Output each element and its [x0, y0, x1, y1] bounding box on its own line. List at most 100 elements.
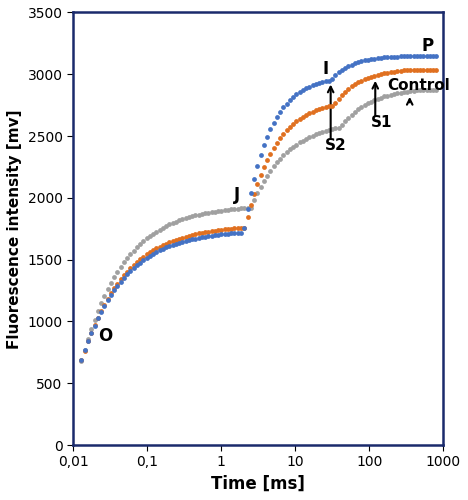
Point	[172, 240, 180, 248]
Point	[302, 84, 310, 92]
Point	[315, 106, 323, 114]
Point	[143, 254, 150, 262]
Point	[279, 152, 287, 160]
Point	[429, 66, 437, 74]
Point	[276, 108, 284, 116]
Point	[429, 52, 437, 60]
Point	[309, 108, 316, 116]
Point	[283, 126, 290, 134]
Point	[250, 174, 258, 182]
Point	[176, 234, 183, 242]
Point	[400, 88, 408, 96]
Point	[374, 54, 381, 62]
Point	[358, 57, 365, 65]
Point	[189, 212, 196, 220]
Point	[94, 308, 102, 316]
Point	[153, 228, 160, 235]
Point	[417, 66, 424, 74]
Point	[97, 300, 105, 308]
Point	[123, 254, 131, 262]
Point	[214, 226, 222, 234]
Point	[133, 243, 140, 251]
Point	[107, 279, 115, 287]
Point	[126, 267, 134, 275]
Point	[227, 230, 235, 237]
Point	[426, 52, 433, 60]
Point	[136, 258, 144, 266]
Point	[149, 230, 157, 237]
Point	[407, 52, 414, 60]
Point	[201, 210, 209, 218]
Point	[81, 346, 88, 354]
Point	[143, 250, 150, 258]
Point	[276, 134, 284, 142]
Point	[292, 90, 300, 98]
Point	[143, 234, 150, 242]
Point	[354, 58, 362, 66]
Point	[185, 236, 193, 244]
Point	[432, 52, 440, 60]
Point	[400, 52, 408, 60]
Point	[384, 92, 391, 100]
Point	[332, 124, 339, 132]
Point	[192, 212, 199, 220]
Point	[394, 52, 401, 60]
Point	[78, 358, 85, 366]
Point	[289, 93, 297, 101]
Point	[250, 196, 258, 204]
Point	[81, 346, 88, 354]
Point	[371, 72, 378, 80]
Point	[247, 189, 255, 197]
Point	[429, 86, 437, 94]
Point	[169, 241, 176, 249]
Point	[241, 224, 248, 232]
Point	[179, 234, 186, 241]
Point	[387, 53, 395, 61]
Point	[237, 204, 245, 212]
Point	[367, 98, 375, 106]
Point	[120, 274, 128, 282]
Point	[423, 66, 430, 74]
Point	[283, 100, 290, 108]
Point	[201, 228, 209, 236]
Point	[377, 70, 385, 78]
Point	[189, 231, 196, 239]
Point	[172, 218, 180, 226]
Point	[101, 302, 108, 310]
Point	[201, 232, 209, 240]
Point	[417, 86, 424, 94]
Point	[250, 190, 258, 198]
Point	[244, 204, 251, 212]
Point	[159, 224, 167, 232]
Point	[361, 101, 368, 109]
Point	[403, 88, 411, 96]
Point	[432, 86, 440, 94]
Point	[234, 205, 241, 213]
Point	[205, 228, 212, 235]
Point	[227, 224, 235, 232]
Point	[279, 130, 287, 138]
Point	[312, 130, 320, 138]
Point	[221, 206, 228, 214]
Point	[338, 121, 346, 129]
Point	[397, 67, 404, 75]
Point	[234, 224, 241, 232]
Text: S2: S2	[325, 138, 346, 152]
Point	[351, 80, 358, 88]
Point	[413, 86, 421, 94]
Point	[149, 250, 157, 258]
Point	[329, 125, 336, 133]
Point	[182, 214, 190, 222]
Point	[371, 96, 378, 104]
Point	[403, 52, 411, 60]
Point	[104, 286, 111, 294]
Point	[120, 258, 128, 266]
Point	[91, 321, 98, 329]
Point	[276, 154, 284, 162]
Point	[380, 54, 388, 62]
Point	[139, 253, 147, 261]
Point	[348, 60, 355, 68]
Point	[286, 123, 293, 131]
Point	[97, 307, 105, 315]
Point	[198, 210, 205, 218]
